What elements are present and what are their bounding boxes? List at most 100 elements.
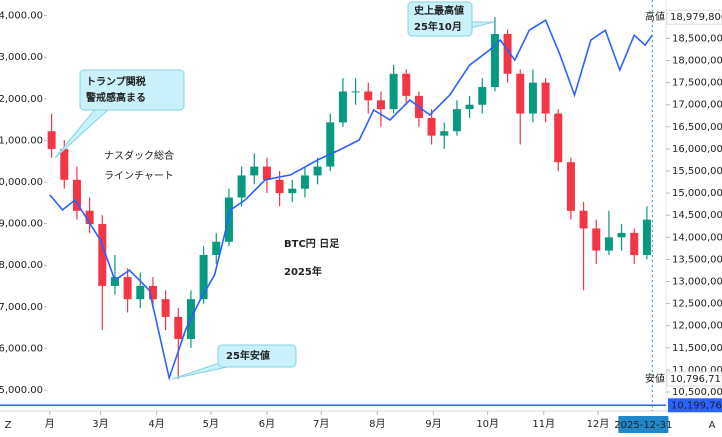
y2-tick-label: 12,500,000	[672, 299, 722, 310]
candle-body	[592, 228, 601, 251]
candle-body	[528, 82, 537, 114]
y2-tick-label: 11,000,000	[672, 365, 722, 376]
candle-body	[579, 210, 588, 229]
x-tick-label: 10月	[476, 418, 499, 430]
y-tick-label: 24,000.00	[0, 11, 43, 22]
candle-body	[123, 277, 132, 300]
y2-tick-label: 16,500,000	[672, 122, 722, 133]
y2-tick-label: 18,000,000	[672, 56, 722, 67]
x-tick-label: 12月	[587, 418, 610, 430]
y-tick-label: 16,000.00	[0, 343, 43, 354]
candle-body	[554, 113, 563, 163]
x-tick-label: 6月	[259, 418, 275, 430]
y-tick-label: 20,000.00	[0, 177, 43, 188]
y-tick-label: 22,000.00	[0, 94, 43, 105]
candle-body	[478, 87, 487, 105]
price-label-box	[668, 398, 722, 413]
candle-body	[617, 232, 626, 238]
callout-box	[217, 344, 297, 368]
candle-body	[275, 179, 284, 194]
x-tick-label: 5月	[203, 418, 219, 430]
y2-tick-label: 18,500,000	[672, 33, 722, 44]
annotation-text: 警戒感高まる	[85, 91, 146, 104]
candle-body	[161, 299, 170, 317]
annotation-text: 25年10月	[414, 20, 462, 33]
annotation-text: BTC円 日足	[284, 238, 340, 250]
candle-body	[60, 148, 69, 180]
candle-body	[452, 109, 461, 132]
candle-body	[174, 316, 183, 339]
y-tick-label: 17,000.00	[0, 302, 43, 313]
candle-body	[642, 219, 651, 255]
y2-tick-label: 14,000,000	[672, 232, 722, 243]
candle-body	[566, 162, 575, 211]
y-tick-label: 21,000.00	[0, 135, 43, 146]
axis-button: A	[709, 420, 716, 431]
candle-body	[440, 131, 449, 136]
axis-button: Z	[5, 420, 12, 431]
candle-body	[212, 241, 221, 255]
candle-body	[47, 131, 56, 149]
candle-body	[465, 104, 474, 110]
extreme-value-label: 10,796,717	[670, 374, 722, 385]
annotation-text: ラインチャート	[104, 170, 174, 182]
candle-body	[326, 122, 335, 167]
extreme-value-box	[666, 371, 722, 387]
candle-body	[402, 73, 411, 96]
extreme-value-label: 18,979,800	[670, 12, 722, 23]
line-series	[49, 19, 653, 381]
candle-body	[376, 100, 385, 110]
candle-body	[250, 166, 259, 176]
annotation-text: トランプ関税	[86, 75, 146, 88]
candle-body	[427, 117, 436, 136]
candle-body	[237, 175, 246, 198]
annotation-text: 25年安値	[226, 349, 270, 362]
y2-tick-label: 13,000,000	[672, 277, 722, 288]
y2-tick-label: 17,500,000	[672, 78, 722, 89]
callout-box	[407, 1, 473, 37]
x-tick-label: 4月	[148, 418, 164, 430]
extreme-value-box	[666, 9, 722, 25]
x-tick-label: 9月	[425, 418, 441, 430]
annotation-text: 史上最高値	[414, 4, 464, 17]
callout-box	[79, 69, 185, 111]
candle-body	[338, 91, 347, 123]
candle-body	[364, 91, 373, 101]
x-tick-label: 3月	[92, 418, 108, 430]
candle-body	[288, 188, 297, 194]
y2-tick-label: 12,000,000	[672, 321, 722, 332]
y2-tick-label: 15,500,000	[672, 166, 722, 177]
y2-tick-label: 17,000,000	[672, 100, 722, 111]
annotation-text: ナスダック総合	[104, 149, 174, 162]
x-tick-label: 11月	[532, 418, 555, 430]
candle-body	[199, 254, 208, 300]
candle-body	[313, 166, 322, 176]
y-tick-label: 18,000.00	[0, 260, 43, 271]
candle-body	[490, 33, 499, 88]
candle-body	[85, 210, 94, 225]
annotation-text: 2025年	[284, 265, 322, 278]
candle-body	[72, 179, 81, 211]
candle-body	[516, 73, 525, 114]
y2-tick-label: 16,000,000	[672, 144, 722, 155]
candle-body	[110, 277, 119, 286]
y2-tick-label: 11,500,000	[672, 343, 722, 354]
y2-tick-label: 14,500,000	[672, 210, 722, 221]
y2-tick-label: 15,000,000	[672, 188, 722, 199]
candle-body	[262, 166, 271, 180]
candle-body	[630, 232, 639, 255]
candle-body	[604, 237, 613, 251]
extreme-label: 高値	[645, 10, 665, 23]
x-tick-label: 7月	[313, 418, 329, 430]
candle-body	[389, 73, 398, 110]
x-tick-label: 8月	[369, 418, 385, 430]
y-tick-label: 19,000.00	[0, 219, 43, 230]
candle-body	[98, 224, 107, 286]
candle-body	[300, 175, 309, 189]
crosshair-label: 2025-12-31	[614, 420, 672, 431]
candle-body	[148, 285, 157, 300]
y-tick-label: 15,000.00	[0, 385, 43, 396]
candle-body	[136, 285, 145, 300]
